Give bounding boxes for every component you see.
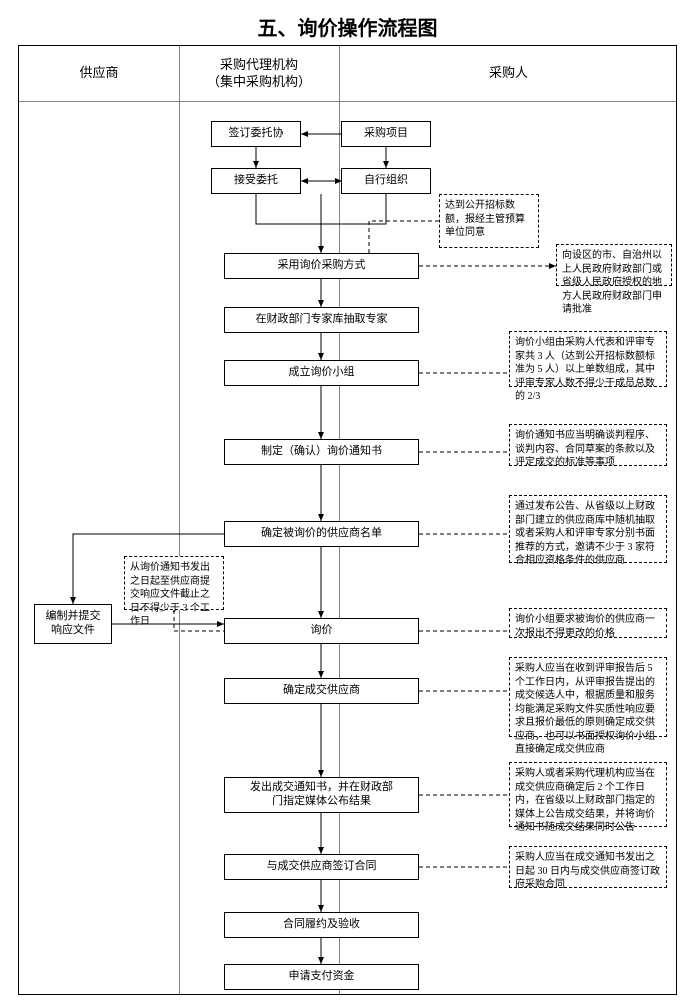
node-submit: 编制并提交 响应文件 bbox=[34, 604, 112, 644]
note-days: 从询价通知书发出之日起至供应商提交响应文件截止之日不得少于 3 个工作日 bbox=[124, 556, 224, 610]
node-procure-project: 采购项目 bbox=[341, 121, 431, 147]
flowchart-canvas: 供应商 采购代理机构 （集中采购机构） 采购人 签订委托协 采购项目 接受委托 … bbox=[18, 45, 677, 995]
note-deal: 采购人应当在收到评审报告后 5 个工作日内，从评审报告提出的成交候选人中，根据质… bbox=[509, 657, 667, 737]
note-list: 通过发布公告、从省级以上财政部门建立的供应商库中随机抽取或者采购人和评审专家分别… bbox=[509, 495, 667, 563]
lane-head-supplier: 供应商 bbox=[19, 46, 179, 101]
node-pay: 申请支付资金 bbox=[224, 964, 419, 990]
note-publish: 采购人或者采购代理机构应当在成交供应商确定后 2 个工作日内，在省级以上财政部门… bbox=[509, 762, 667, 827]
note-threshold: 达到公开招标数额，报经主管预算单位同意 bbox=[439, 194, 539, 248]
lane-head-purchaser: 采购人 bbox=[339, 46, 678, 101]
node-list: 确定被询价的供应商名单 bbox=[224, 521, 419, 547]
node-group: 成立询价小组 bbox=[224, 360, 419, 386]
node-publish: 发出成交通知书，并在财政部 门指定媒体公布结果 bbox=[224, 777, 419, 813]
node-expert: 在财政部门专家库抽取专家 bbox=[224, 307, 419, 333]
note-group: 询价小组由采购人代表和评审专家共 3 人（达到公开招标数额标准为 5 人）以上单… bbox=[509, 331, 667, 387]
lane-head-agency: 采购代理机构 （集中采购机构） bbox=[179, 46, 339, 101]
node-inquiry: 询价 bbox=[224, 618, 419, 644]
note-sign: 采购人应当在成交通知书发出之日起 30 日内与成交供应商签订政府采购合同 bbox=[509, 846, 667, 888]
note-approve: 向设区的市、自治州以上人民政府财政部门或省级人民政府授权的地方人民政府财政部门申… bbox=[556, 244, 672, 286]
node-sign-agreement: 签订委托协 bbox=[211, 121, 301, 147]
node-notice: 制定（确认）询价通知书 bbox=[224, 439, 419, 465]
lane-header-divider bbox=[19, 101, 676, 102]
page-title: 五、询价操作流程图 bbox=[0, 0, 695, 49]
node-self-organize: 自行组织 bbox=[341, 168, 431, 194]
note-notice: 询价通知书应当明确谈判程序、谈判内容、合同草案的条款以及评定成交的标准等事项 bbox=[509, 424, 667, 466]
lane-divider-2 bbox=[339, 46, 340, 994]
node-contract: 与成交供应商签订合同 bbox=[224, 854, 419, 880]
lane-divider-1 bbox=[179, 46, 180, 994]
note-once: 询价小组要求被询价的供应商一次报出不得更改的价格 bbox=[509, 608, 667, 638]
node-perform: 合同履约及验收 bbox=[224, 912, 419, 938]
node-accept: 接受委托 bbox=[211, 168, 301, 194]
node-method: 采用询价采购方式 bbox=[224, 253, 419, 279]
node-deal: 确定成交供应商 bbox=[224, 678, 419, 704]
